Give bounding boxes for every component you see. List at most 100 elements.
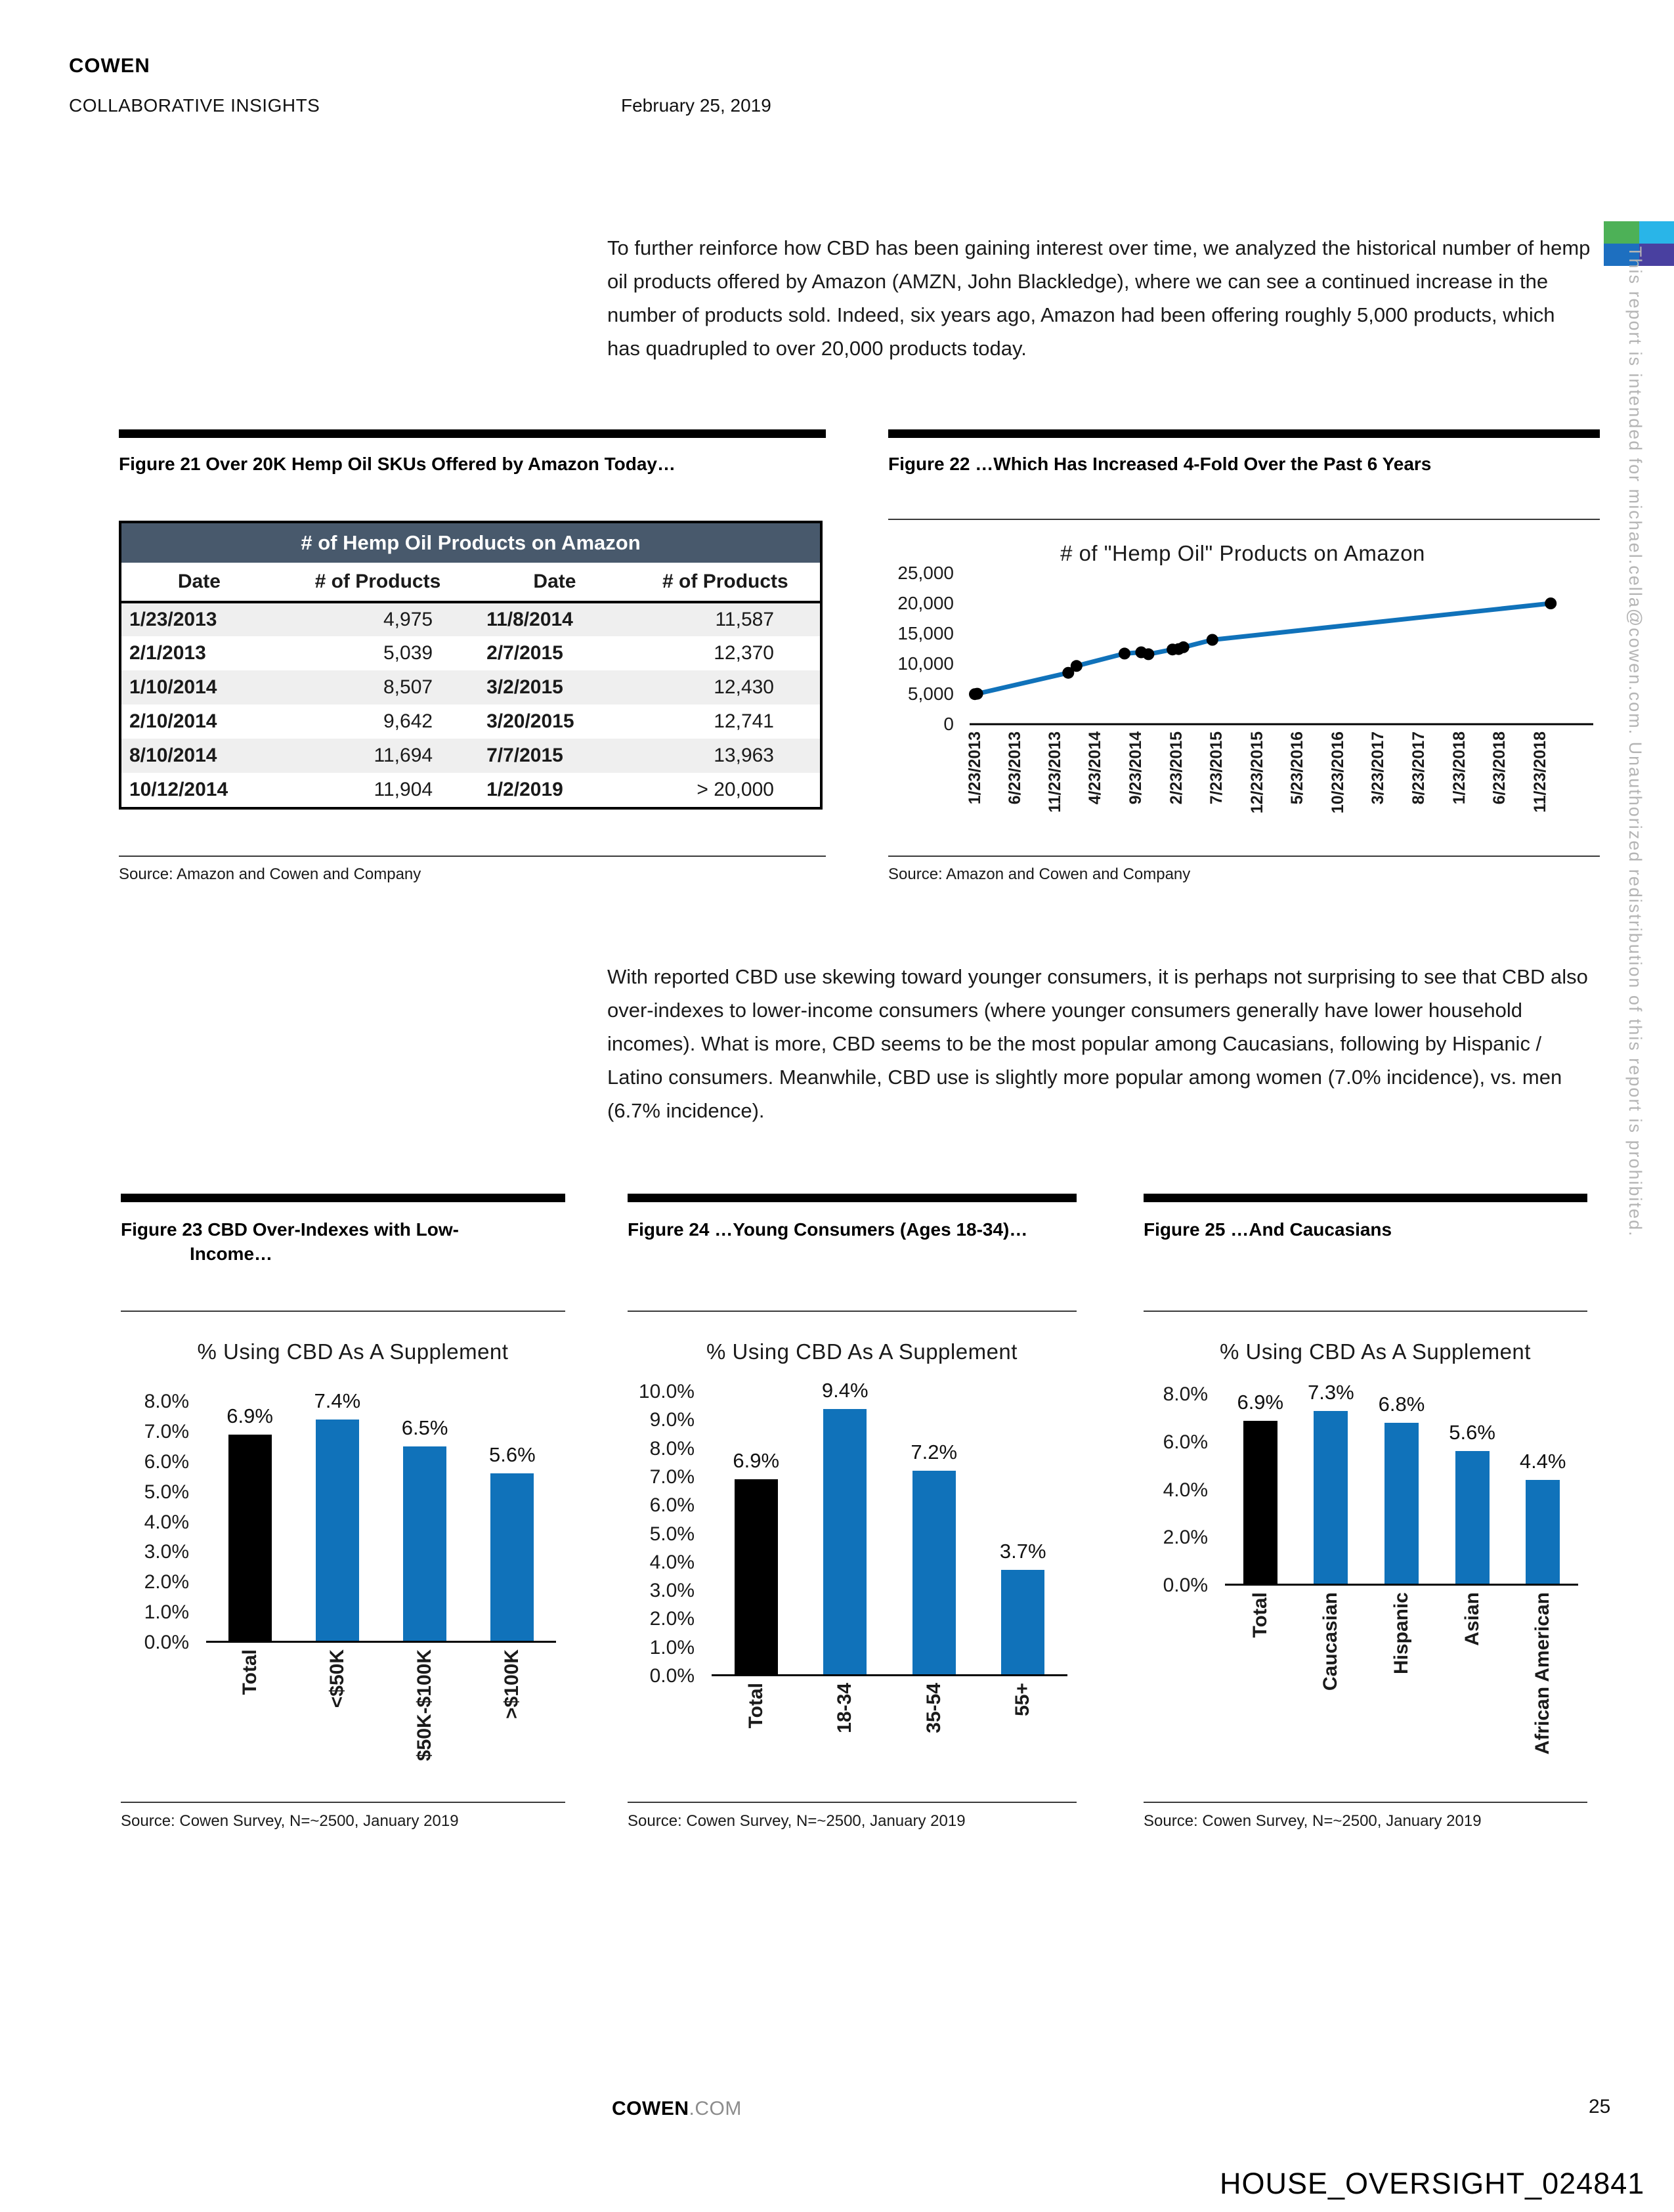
x-axis-tick-text: 6/23/2018	[1490, 731, 1509, 805]
footer-brand-name: COWEN	[612, 2098, 689, 2119]
col-header-products-1: # of Products	[276, 563, 479, 602]
x-axis-tick-text: 6/23/2013	[1005, 731, 1024, 805]
ethnicity-bar-chart: 8.0% 6.0% 4.0% 2.0% 0.0% 6.9% 7.3% 6.8% 5.6% 4.4%…	[1144, 1381, 1587, 1779]
category-slot: Total	[712, 1683, 801, 1821]
category-label: >$100K	[501, 1649, 523, 1719]
x-axis: Total <$50K $50K-$100K >$100K	[206, 1643, 556, 1797]
bar--100k	[490, 1473, 534, 1641]
date-cell: 11/8/2014	[486, 609, 573, 630]
y-axis-tick-label: 3.0%	[144, 1541, 189, 1563]
bar-value-label: 6.9%	[226, 1404, 273, 1427]
line-chart-y-axis: 25,000 20,000 15,000 10,000 5,000 0	[888, 537, 954, 760]
x-axis-tick-text: 12/23/2015	[1247, 731, 1266, 814]
bar-35-54	[912, 1471, 956, 1674]
table-row: 1/23/2013 4,975 11/8/2014 11,587	[121, 602, 820, 636]
category-slot: <$50K	[293, 1649, 381, 1797]
date-cell: 2/1/2013	[129, 642, 206, 664]
category-slot: >$100K	[469, 1649, 556, 1797]
product-count-cell: 12,370	[714, 642, 774, 664]
y-axis-tick-label: 2.0%	[649, 1608, 695, 1630]
date-cell: 7/7/2015	[486, 745, 563, 766]
line-chart-title: # of "Hemp Oil" Products on Amazon	[1060, 541, 1425, 565]
bar--50k-100k	[403, 1446, 447, 1641]
chart-plot-row: 10.0% 9.0% 8.0% 7.0% 6.0% 5.0% 4.0% 3.0% 2.0% 1.0…	[628, 1379, 1077, 1687]
figure23-source-rule	[121, 1802, 565, 1803]
cowen-logo-icon	[1604, 221, 1674, 266]
x-axis-tick-text: 1/23/2013	[965, 731, 984, 805]
x-axis-tick-label: 4/23/2014	[1084, 731, 1107, 856]
product-count-cell: > 20,000	[697, 779, 774, 800]
category-slot: $50K-$100K	[381, 1649, 469, 1797]
x-axis: Total Caucasian Hispanic Asian African Ameri…	[1225, 1586, 1578, 1779]
bar-total	[1243, 1421, 1277, 1584]
bar-slot: 5.6%	[1437, 1395, 1508, 1584]
y-axis-tick-label: 4.0%	[649, 1551, 695, 1573]
category-label: Caucasian	[1320, 1592, 1342, 1691]
category-label: African American	[1532, 1592, 1554, 1755]
figure24-top-rule	[628, 1194, 1077, 1202]
bar-slot: 5.6%	[469, 1402, 556, 1641]
figure25-title: Figure 25 …And Caucasians	[1144, 1219, 1392, 1240]
logo-square-cyan	[1639, 221, 1674, 244]
bar-value-label: 7.2%	[911, 1441, 958, 1464]
y-axis-tick-label: 0.0%	[144, 1632, 189, 1653]
bar-value-label: 5.6%	[1449, 1421, 1495, 1444]
table-row: 2/1/2013 5,039 2/7/2015 12,370	[121, 636, 820, 670]
bar-value-label: 7.4%	[314, 1389, 361, 1412]
bar-slot: 6.9%	[1225, 1391, 1296, 1584]
y-axis-tick-label: 6.0%	[649, 1494, 695, 1517]
category-label: Total	[744, 1683, 767, 1729]
x-axis-tick-label: 6/23/2013	[1004, 731, 1026, 856]
x-axis-tick-text: 9/23/2014	[1127, 731, 1146, 805]
bar-18-34	[823, 1409, 867, 1674]
category-label: Total	[1249, 1592, 1271, 1638]
figure23-source: Source: Cowen Survey, N=~2500, January 2…	[121, 1812, 459, 1830]
figure22-top-rule	[888, 429, 1600, 438]
category-label: 18-34	[834, 1683, 856, 1733]
x-axis-tick-text: 1/23/2018	[1449, 731, 1469, 805]
y-axis-tick-label: 5,000	[907, 683, 954, 704]
x-axis-tick-text: 2/23/2015	[1167, 731, 1186, 805]
table-header-row: Date # of Products Date # of Products	[121, 563, 820, 602]
y-axis-tick-label: 15,000	[897, 623, 954, 643]
bar-asian	[1455, 1451, 1490, 1584]
figure24-chart-title: % Using CBD As A Supplement	[706, 1339, 1018, 1364]
category-label: $50K-$100K	[414, 1649, 436, 1762]
y-axis-tick-label: 25,000	[897, 563, 954, 583]
category-slot: Hispanic	[1366, 1592, 1437, 1779]
table-row: 1/10/2014 8,507 3/2/2015 12,430	[121, 670, 820, 705]
col-header-date-2: Date	[479, 563, 631, 602]
y-axis-tick-label: 6.0%	[144, 1450, 189, 1473]
logo-square-blue	[1604, 244, 1639, 266]
y-axis-tick-label: 7.0%	[144, 1420, 189, 1442]
x-axis-tick-text: 3/23/2017	[1368, 731, 1387, 805]
x-axis-tick-text: 11/23/2013	[1046, 731, 1065, 813]
y-axis-tick-label: 10,000	[897, 653, 954, 674]
y-axis-tick-label: 5.0%	[649, 1523, 695, 1545]
y-axis-tick-label: 0	[943, 714, 954, 734]
bar-slot: 7.4%	[293, 1389, 381, 1641]
x-axis-tick-text: 7/23/2015	[1207, 731, 1226, 805]
bar-slot: 6.9%	[712, 1392, 801, 1674]
hemp-products-line-chart: # of "Hemp Oil" Products on Amazon 25,00…	[888, 537, 1600, 865]
chart-plot-row: 8.0% 7.0% 6.0% 5.0% 4.0% 3.0% 2.0% 1.0% 0.0% 6.9%…	[121, 1389, 565, 1653]
bar-value-label: 6.5%	[401, 1416, 448, 1439]
category-slot: 35-54	[890, 1683, 979, 1821]
bar-value-label: 5.6%	[489, 1443, 536, 1466]
bar-value-label: 6.9%	[733, 1449, 780, 1472]
hemp-products-table: # of Hemp Oil Products on Amazon Date # …	[119, 521, 823, 810]
product-count-cell: 8,507	[383, 676, 433, 698]
product-count-cell: 11,587	[715, 609, 774, 630]
x-axis-tick-text: 10/23/2016	[1328, 731, 1347, 814]
date-cell: 8/10/2014	[129, 745, 217, 766]
x-axis-tick-label: 7/23/2015	[1205, 731, 1228, 856]
report-date: February 25, 2019	[621, 95, 771, 116]
figure23-top-rule	[121, 1194, 565, 1202]
category-slot: 55+	[979, 1683, 1068, 1821]
date-cell: 3/20/2015	[486, 710, 574, 732]
col-header-products-2: # of Products	[630, 563, 820, 602]
product-count-cell: 9,642	[383, 710, 433, 732]
y-axis-tick-label: 8.0%	[1163, 1383, 1208, 1405]
bar-caucasian	[1314, 1411, 1348, 1584]
figure24-title-rule	[628, 1311, 1077, 1312]
